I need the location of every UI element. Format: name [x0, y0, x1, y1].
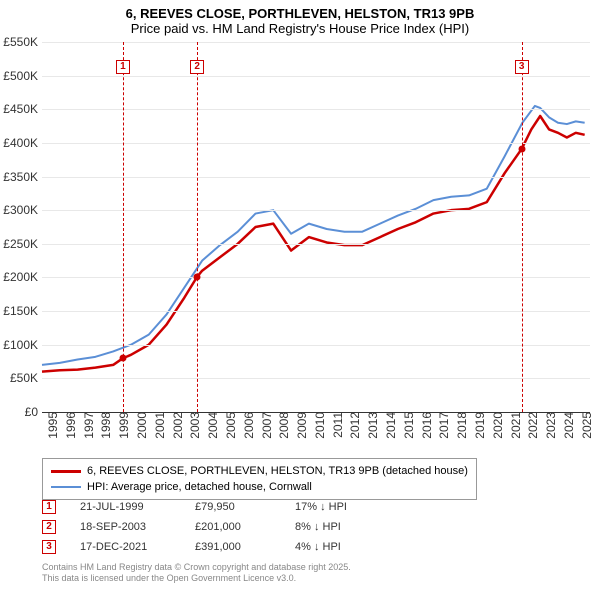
sale-data-point — [119, 355, 126, 362]
x-tick-label: 2001 — [153, 412, 167, 450]
x-tick-label: 2013 — [366, 412, 380, 450]
sale-date: 17-DEC-2021 — [80, 541, 195, 553]
footer-attribution: Contains HM Land Registry data © Crown c… — [42, 562, 351, 585]
x-tick-label: 2008 — [277, 412, 291, 450]
sale-date: 21-JUL-1999 — [80, 501, 195, 513]
sale-delta: 17% ↓ HPI — [295, 501, 395, 513]
x-tick-label: 2007 — [260, 412, 274, 450]
legend-item: 6, REEVES CLOSE, PORTHLEVEN, HELSTON, TR… — [51, 463, 468, 479]
sale-row-badge: 3 — [42, 540, 56, 554]
gridline — [42, 244, 590, 245]
y-tick-label: £550K — [0, 35, 38, 49]
chart-container: 6, REEVES CLOSE, PORTHLEVEN, HELSTON, TR… — [0, 0, 600, 590]
chart-title: 6, REEVES CLOSE, PORTHLEVEN, HELSTON, TR… — [0, 0, 600, 36]
footer-line-1: Contains HM Land Registry data © Crown c… — [42, 562, 351, 572]
x-tick-label: 2012 — [348, 412, 362, 450]
x-tick-label: 2000 — [135, 412, 149, 450]
sale-price: £79,950 — [195, 501, 295, 513]
x-tick-label: 2022 — [526, 412, 540, 450]
y-tick-label: £100K — [0, 338, 38, 352]
legend: 6, REEVES CLOSE, PORTHLEVEN, HELSTON, TR… — [42, 458, 477, 500]
x-tick-label: 2010 — [313, 412, 327, 450]
legend-label: 6, REEVES CLOSE, PORTHLEVEN, HELSTON, TR… — [87, 465, 468, 477]
gridline — [42, 76, 590, 77]
sale-delta: 4% ↓ HPI — [295, 541, 395, 553]
gridline — [42, 109, 590, 110]
x-tick-label: 2016 — [420, 412, 434, 450]
x-tick-label: 2020 — [491, 412, 505, 450]
sale-marker-vline — [197, 42, 198, 412]
gridline — [42, 42, 590, 43]
x-tick-label: 2017 — [437, 412, 451, 450]
x-tick-label: 2023 — [544, 412, 558, 450]
x-tick-label: 2021 — [509, 412, 523, 450]
x-tick-label: 2015 — [402, 412, 416, 450]
gridline — [42, 277, 590, 278]
x-tick-label: 1998 — [99, 412, 113, 450]
y-tick-label: £400K — [0, 136, 38, 150]
sale-row-badge: 1 — [42, 500, 56, 514]
legend-item: HPI: Average price, detached house, Corn… — [51, 479, 468, 495]
sale-date: 18-SEP-2003 — [80, 521, 195, 533]
x-tick-label: 2011 — [331, 412, 345, 450]
footer-line-2: This data is licensed under the Open Gov… — [42, 573, 296, 583]
x-tick-label: 2018 — [455, 412, 469, 450]
y-tick-label: £250K — [0, 237, 38, 251]
gridline — [42, 210, 590, 211]
y-tick-label: £150K — [0, 304, 38, 318]
legend-swatch — [51, 486, 81, 488]
y-tick-label: £450K — [0, 102, 38, 116]
y-tick-label: £200K — [0, 270, 38, 284]
sale-row: 2 18-SEP-2003£201,0008% ↓ HPI — [42, 520, 395, 534]
y-tick-label: £300K — [0, 203, 38, 217]
sale-marker-badge: 1 — [116, 60, 130, 74]
x-tick-label: 2002 — [171, 412, 185, 450]
legend-label: HPI: Average price, detached house, Corn… — [87, 481, 312, 493]
sale-delta: 8% ↓ HPI — [295, 521, 395, 533]
sale-row: 3 17-DEC-2021£391,0004% ↓ HPI — [42, 540, 395, 554]
x-tick-label: 2003 — [188, 412, 202, 450]
x-tick-label: 2019 — [473, 412, 487, 450]
title-line-2: Price paid vs. HM Land Registry's House … — [0, 21, 600, 36]
gridline — [42, 378, 590, 379]
title-line-1: 6, REEVES CLOSE, PORTHLEVEN, HELSTON, TR… — [0, 6, 600, 21]
sale-marker-badge: 2 — [190, 60, 204, 74]
x-tick-label: 1997 — [82, 412, 96, 450]
x-tick-label: 2009 — [295, 412, 309, 450]
gridline — [42, 177, 590, 178]
sale-data-point — [518, 145, 525, 152]
sale-data-point — [194, 273, 201, 280]
x-tick-label: 2014 — [384, 412, 398, 450]
x-tick-label: 2025 — [580, 412, 594, 450]
y-tick-label: £50K — [0, 371, 38, 385]
gridline — [42, 143, 590, 144]
y-tick-label: £350K — [0, 170, 38, 184]
gridline — [42, 311, 590, 312]
y-tick-label: £500K — [0, 69, 38, 83]
sale-marker-vline — [522, 42, 523, 412]
x-tick-label: 2006 — [242, 412, 256, 450]
y-tick-label: £0 — [0, 405, 38, 419]
x-tick-label: 1999 — [117, 412, 131, 450]
sale-price: £391,000 — [195, 541, 295, 553]
sale-price: £201,000 — [195, 521, 295, 533]
x-tick-label: 1996 — [64, 412, 78, 450]
sale-row: 1 21-JUL-1999£79,95017% ↓ HPI — [42, 500, 395, 514]
sale-row-badge: 2 — [42, 520, 56, 534]
x-tick-label: 2004 — [206, 412, 220, 450]
x-tick-label: 2024 — [562, 412, 576, 450]
x-tick-label: 2005 — [224, 412, 238, 450]
sale-marker-badge: 3 — [515, 60, 529, 74]
gridline — [42, 345, 590, 346]
x-tick-label: 1995 — [46, 412, 60, 450]
legend-swatch — [51, 470, 81, 473]
